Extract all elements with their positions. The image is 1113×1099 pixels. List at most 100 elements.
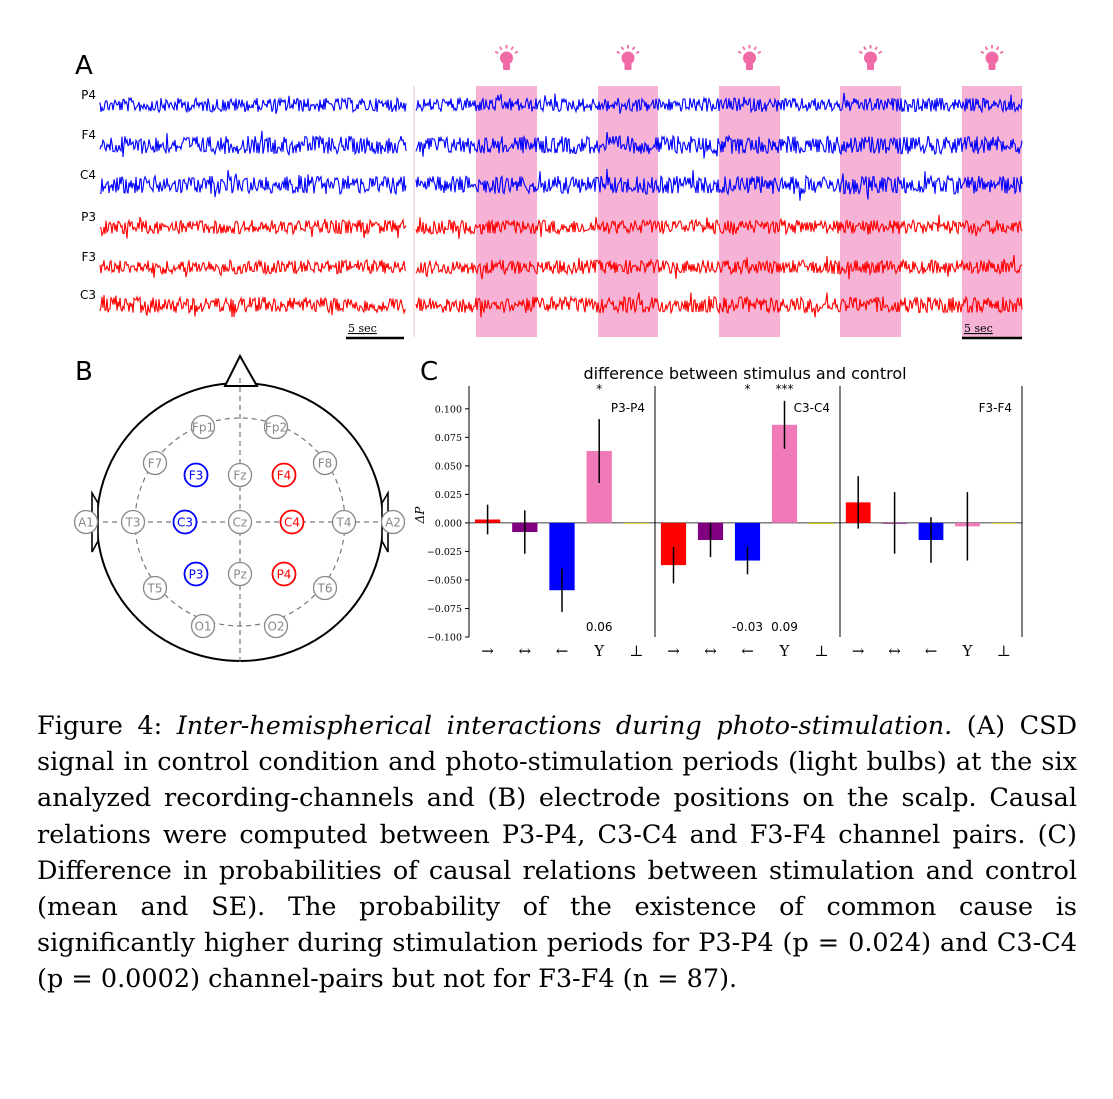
eeg-trace: [415, 92, 1023, 114]
electrode-a2: A2: [380, 509, 406, 535]
category-label: ↔: [704, 642, 717, 660]
y-tick-label: 0.025: [435, 490, 462, 501]
channel-label: F3: [81, 250, 96, 264]
electrode-label: F8: [318, 457, 333, 471]
stimulation-band: [598, 86, 658, 337]
eeg-trace: [99, 95, 407, 114]
scale-bar-label: 5 sec: [964, 322, 993, 335]
panel-b-label: B: [75, 357, 93, 387]
caption-prefix: Figure 4:: [37, 711, 163, 741]
electrode-t4: T4: [331, 509, 357, 535]
category-label: →: [481, 642, 494, 660]
electrode-fp2: Fp2: [263, 414, 289, 440]
significance-stars: *: [596, 382, 602, 396]
value-label: 0.06: [586, 620, 613, 634]
eeg-trace: [415, 214, 1023, 239]
electrode-label: A1: [78, 516, 94, 530]
channel-label: F4: [81, 128, 96, 142]
electrode-cz: Cz: [227, 509, 253, 535]
chart-title: difference between stimulus and control: [583, 364, 906, 383]
eeg-trace: [415, 255, 1023, 280]
caption-title: Inter-hemispherical interactions during …: [176, 711, 953, 741]
electrode-label: C3: [177, 516, 193, 530]
electrode-p4: P4: [271, 561, 297, 587]
electrode-fp1: Fp1: [190, 414, 216, 440]
y-tick-label: 0.100: [435, 404, 462, 415]
figure-caption: Figure 4: Inter-hemispherical interactio…: [37, 708, 1077, 998]
electrode-label: Pz: [233, 568, 247, 582]
y-tick-label: −0.075: [427, 604, 462, 615]
stimulation-band: [719, 86, 780, 337]
electrode-label: C4: [284, 516, 300, 530]
y-tick-label: −0.025: [427, 547, 462, 558]
eeg-trace: [415, 131, 1023, 159]
channel-label: C4: [80, 168, 96, 182]
stimulation-band: [962, 86, 1022, 337]
electrode-f3: F3: [183, 462, 209, 488]
light-bulb-icon: [494, 45, 519, 70]
electrode-label: T3: [125, 516, 141, 530]
scale-bar-label: 5 sec: [348, 322, 377, 335]
significance-stars: ***: [776, 382, 794, 396]
group-label: C3-C4: [794, 401, 830, 415]
electrode-label: T6: [317, 582, 333, 596]
electrode-a1: A1: [73, 509, 99, 535]
eeg-trace: [99, 216, 407, 239]
electrode-label: T4: [336, 516, 352, 530]
y-tick-label: −0.050: [427, 575, 462, 586]
caption-body: (A) CSD signal in control condition and …: [37, 711, 1078, 995]
bar: [623, 522, 650, 524]
y-tick-label: 0.050: [435, 461, 462, 472]
electrode-label: F3: [189, 469, 204, 483]
panel-b-scalp-map: Fp1 Fp2 F7 F3 Fz F4 F8 A1 T3 C3 Cz C4 T4 A2 T5 P3 Pz P4 T6…: [73, 353, 406, 665]
category-label: Y: [593, 642, 605, 660]
electrode-t3: T3: [120, 509, 146, 535]
electrode-p3: P3: [183, 561, 209, 587]
category-label: ↔: [519, 642, 532, 660]
category-label: Y: [779, 642, 791, 660]
bar: [808, 522, 835, 525]
electrode-label: O1: [194, 620, 211, 634]
light-bulb-icon: [980, 45, 1004, 70]
channel-label: P3: [81, 210, 96, 224]
channel-label: P4: [81, 88, 96, 102]
value-label: -0.03: [732, 620, 763, 634]
y-axis-label: ΔP: [413, 506, 427, 525]
light-bulb-icon: [858, 45, 883, 70]
stimulation-band: [476, 86, 537, 337]
electrode-t5: T5: [142, 575, 168, 601]
electrode-label: P3: [189, 568, 204, 582]
category-label: ↔: [888, 642, 901, 660]
panel-c-bar-chart: −0.100 −0.075 −0.050 −0.025 0.000 0.025 0.050 0…: [427, 382, 1023, 660]
eeg-trace: [415, 292, 1023, 318]
bar: [991, 522, 1017, 524]
category-label: →: [667, 642, 680, 660]
electrode-o1: O1: [190, 613, 216, 639]
eeg-trace: [99, 258, 407, 278]
electrode-label: P4: [277, 568, 292, 582]
category-label: ⊥: [629, 642, 643, 660]
electrode-label: F4: [277, 469, 292, 483]
panel-c-label: C: [420, 357, 438, 387]
electrode-o2: O2: [263, 613, 289, 639]
group-label: F3-F4: [979, 401, 1012, 415]
electrode-label: F7: [148, 457, 163, 471]
category-label: ⊥: [814, 642, 828, 660]
y-tick-label: 0.000: [435, 518, 462, 529]
electrode-label: O2: [267, 620, 284, 634]
value-label: 0.09: [771, 620, 798, 634]
eeg-trace: [99, 130, 407, 158]
y-tick-label: −0.100: [427, 633, 462, 644]
electrode-f8: F8: [312, 450, 338, 476]
nose-shape: [223, 353, 259, 387]
eeg-trace: [415, 168, 1023, 201]
electrode-label: Fz: [233, 469, 246, 483]
category-label: Y: [961, 642, 973, 660]
eeg-trace: [99, 169, 407, 198]
y-tick-label: 0.075: [435, 433, 462, 444]
electrode-label: Fp1: [192, 421, 214, 435]
group-label: P3-P4: [611, 401, 645, 415]
light-bulb-icon: [737, 45, 762, 70]
electrode-t6: T6: [312, 575, 338, 601]
